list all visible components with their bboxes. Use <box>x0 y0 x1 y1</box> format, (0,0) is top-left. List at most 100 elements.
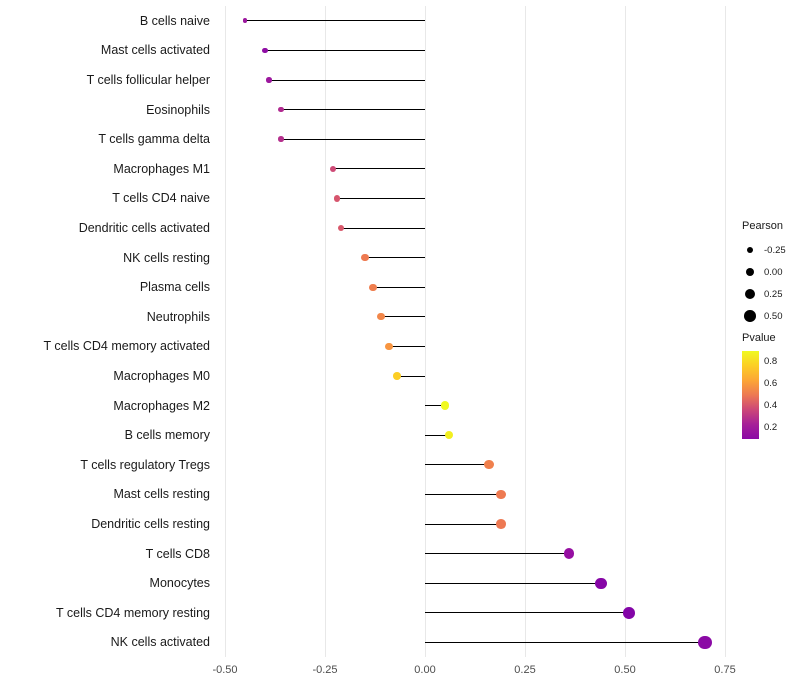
lollipop-dot <box>278 106 284 113</box>
lollipop-dot <box>496 519 506 529</box>
lollipop-stem <box>397 375 425 377</box>
lollipop-stem <box>389 345 425 347</box>
legend-size-dot-cell <box>742 267 758 277</box>
lollipop-stem <box>425 405 445 407</box>
lollipop-stem <box>373 286 425 288</box>
category-label: Eosinophils <box>146 102 210 117</box>
x-tick-label: 0.00 <box>414 664 436 677</box>
lollipop-dot <box>440 401 450 410</box>
pvalue-tick-label: 0.4 <box>764 399 778 411</box>
x-tick-label: 0.50 <box>614 664 636 677</box>
category-label: Dendritic cells activated <box>78 221 210 235</box>
category-label: T cells follicular helper <box>86 73 210 87</box>
legend-size-item: 0.25 <box>742 283 800 305</box>
pvalue-gradient-bar <box>742 351 759 439</box>
lollipop-dot <box>266 77 272 83</box>
lollipop-dot <box>444 430 454 440</box>
lollipop-dot <box>369 283 377 291</box>
category-label: Monocytes <box>149 576 210 591</box>
lollipop-stem <box>337 197 425 199</box>
lollipop-dot <box>333 195 341 202</box>
lollipop-stem <box>425 582 601 584</box>
gridline <box>225 6 226 658</box>
legend-size-label: 0.00 <box>764 266 783 278</box>
lollipop-stem <box>425 523 501 525</box>
legend-size-dot-cell <box>742 289 758 299</box>
legend-size-dot <box>745 267 755 277</box>
pvalue-tick-label: 0.6 <box>764 377 778 389</box>
lollipop-dot <box>361 254 369 262</box>
category-label: T cells CD4 naive <box>112 191 210 206</box>
category-label: B cells memory <box>124 428 210 443</box>
gridline <box>625 6 626 658</box>
lollipop-dot <box>337 224 345 232</box>
lollipop-stem <box>365 257 425 259</box>
legend-size-label: 0.25 <box>764 288 783 300</box>
legend-pvalue: Pvalue 0.8 0.6 0.4 0.2 <box>742 332 800 443</box>
legend-size-dot-cell <box>742 246 758 254</box>
lollipop-dot <box>393 372 401 380</box>
legend-size-label: -0.25 <box>764 244 786 256</box>
lollipop-dot <box>377 313 385 321</box>
plot-panel <box>218 6 742 658</box>
gridline <box>425 6 426 658</box>
category-label: T cells gamma delta <box>98 132 210 147</box>
category-label: Mast cells activated <box>100 43 210 58</box>
lollipop-dot <box>329 165 337 172</box>
category-label: Macrophages M0 <box>113 369 210 383</box>
category-label: Macrophages M1 <box>113 161 210 176</box>
lollipop-stem <box>333 168 425 170</box>
legend-size-dot-cell <box>742 310 758 322</box>
pvalue-tick-label: 0.2 <box>764 421 778 433</box>
lollipop-dot <box>242 18 248 24</box>
gridline <box>525 6 526 658</box>
category-label: NK cells resting <box>123 250 210 265</box>
gridline <box>325 6 326 658</box>
lollipop-stem <box>269 79 425 81</box>
pvalue-gradient-legend: 0.8 0.6 0.4 0.2 <box>742 351 800 443</box>
x-tick-label: -0.25 <box>312 664 338 677</box>
lollipop-stem <box>265 49 425 51</box>
lollipop-stem <box>425 464 489 466</box>
lollipop-dot <box>484 460 494 470</box>
lollipop-dot <box>385 342 393 351</box>
category-label: Neutrophils <box>146 309 210 324</box>
lollipop-stem <box>425 553 569 555</box>
lollipop-stem <box>425 641 705 643</box>
category-label: Mast cells resting <box>113 487 210 502</box>
lollipop-dot <box>563 548 575 559</box>
legend-size-dot <box>746 246 754 254</box>
legend-size-item: 0.50 <box>742 305 800 327</box>
legend-size-label: 0.50 <box>764 310 783 322</box>
lollipop-stem <box>281 138 425 140</box>
legend-pvalue-title: Pvalue <box>742 332 776 344</box>
x-tick-label: 0.25 <box>514 664 536 677</box>
legend-size-item: -0.25 <box>742 239 800 261</box>
pvalue-tick-label: 0.8 <box>764 355 778 367</box>
legend-size-item: 0.00 <box>742 261 800 283</box>
legend-pearson-title: Pearson <box>742 220 783 232</box>
legend-pearson: Pearson -0.25 0.00 0.25 0.50 <box>742 220 800 327</box>
category-label: Macrophages M2 <box>113 398 210 413</box>
lollipop-dot <box>278 136 284 142</box>
category-label: T cells CD4 memory resting <box>56 605 210 620</box>
lollipop-dot <box>623 606 635 619</box>
category-label: NK cells activated <box>110 635 210 650</box>
legend-pearson-items: -0.25 0.00 0.25 0.50 <box>742 239 800 327</box>
legend-size-dot <box>745 289 755 299</box>
lollipop-stem <box>425 612 629 614</box>
category-label: T cells CD8 <box>145 546 210 561</box>
lollipop-stem <box>281 109 425 111</box>
category-label: Plasma cells <box>139 280 210 295</box>
lollipop-dot <box>698 635 712 649</box>
lollipop-stem <box>245 20 425 22</box>
category-label: B cells naive <box>139 13 210 28</box>
lollipop-dot <box>595 577 607 589</box>
category-label: T cells regulatory Tregs <box>80 457 210 472</box>
lollipop-dot <box>262 47 268 53</box>
category-label: T cells CD4 memory activated <box>43 339 211 354</box>
lollipop-stem <box>341 227 425 229</box>
x-tick-label: -0.50 <box>212 664 238 677</box>
legend-size-dot <box>744 310 756 322</box>
